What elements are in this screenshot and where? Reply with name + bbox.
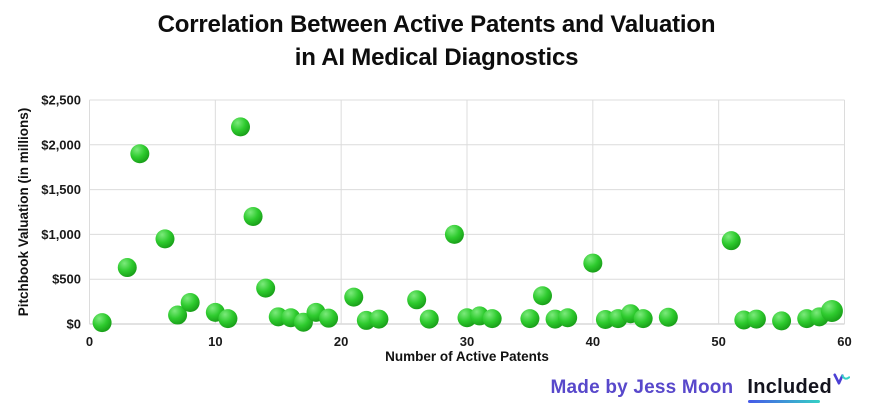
x-tick-label: 50 (711, 334, 725, 349)
y-tick-label: $0 (67, 317, 81, 332)
data-points (92, 117, 843, 333)
x-tick-label: 30 (460, 334, 474, 349)
scatter-point (633, 309, 653, 329)
y-tick-label: $1,500 (41, 182, 81, 197)
scatter-point (231, 117, 250, 137)
scatter-point (319, 308, 339, 328)
x-tick-label: 0 (86, 334, 93, 349)
x-tick-label: 40 (586, 334, 600, 349)
x-axis-title: Number of Active Patents (385, 349, 549, 364)
x-axis-tick-labels: 0 10 20 30 40 50 60 (86, 334, 852, 349)
scatter-point (482, 309, 502, 329)
scatter-point (407, 290, 427, 310)
scatter-point (344, 287, 364, 307)
scatter-point (117, 258, 137, 278)
scatter-point (558, 308, 578, 328)
scatter-point (658, 307, 678, 327)
scatter-point (419, 309, 439, 329)
scatter-point (92, 313, 112, 333)
gridlines (89, 99, 845, 325)
y-tick-label: $2,000 (41, 137, 81, 152)
included-logo-mark (833, 373, 850, 385)
chart-title-line2: in AI Medical Diagnostics (294, 44, 579, 71)
scatter-point (155, 229, 175, 249)
scatter-point (180, 292, 200, 312)
x-tick-label: 60 (837, 334, 851, 349)
scatter-point (168, 305, 188, 325)
scatter-point (218, 309, 238, 329)
scatter-point (772, 311, 792, 331)
x-tick-label: 20 (334, 334, 348, 349)
included-logo-text: Included (747, 376, 832, 398)
footer: Made by Jess Moon Included (550, 373, 850, 403)
scatter-point (369, 309, 389, 329)
scatter-point (444, 224, 464, 244)
scatter-point (533, 286, 552, 306)
scatter-point (746, 309, 766, 329)
included-logo: Included (747, 373, 850, 403)
scatter-point (520, 309, 540, 329)
included-logo-underline (748, 400, 821, 403)
y-tick-label: $2,500 (41, 93, 81, 108)
scatter-point (721, 231, 741, 251)
scatter-point (243, 206, 263, 226)
credit-text: Made by Jess Moon (550, 376, 734, 398)
scatter-point (256, 278, 276, 298)
x-tick-label: 10 (208, 334, 222, 349)
y-axis-tick-labels: $0 $500 $1,000 $1,500 $2,000 $2,500 (41, 93, 81, 332)
y-tick-label: $500 (52, 272, 81, 287)
scatter-point (130, 144, 150, 164)
y-tick-label: $1,000 (41, 227, 81, 242)
chart-title: Correlation Between Active Patents and V… (0, 0, 873, 74)
chart-title-line1: Correlation Between Active Patents and V… (157, 11, 716, 38)
scatter-point (820, 300, 843, 323)
y-axis-title: Pitchbook Valuation (in millions) (16, 108, 31, 317)
scatter-point (583, 253, 603, 273)
